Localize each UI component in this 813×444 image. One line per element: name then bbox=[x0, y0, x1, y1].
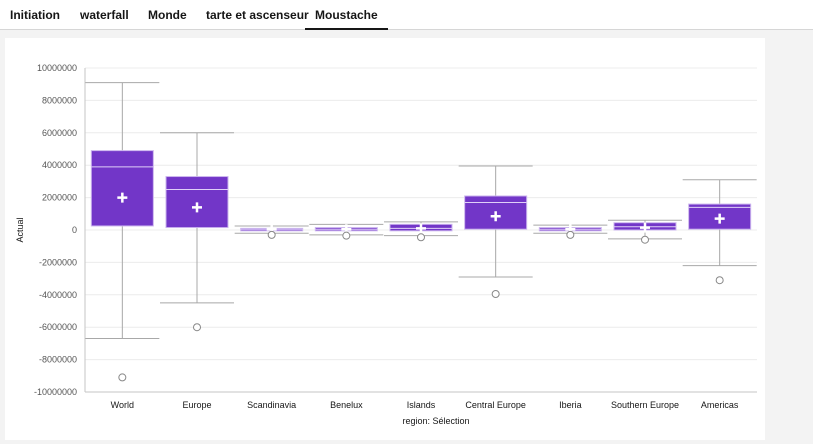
mean-marker bbox=[117, 192, 128, 203]
tab-monde[interactable]: Monde bbox=[148, 8, 187, 22]
y-tick-label: -6000000 bbox=[39, 322, 77, 332]
x-tick-label: Scandinavia bbox=[247, 400, 296, 410]
outlier-point bbox=[641, 235, 649, 244]
x-axis-title: region: Sélection bbox=[402, 416, 469, 426]
y-tick-label: 10000000 bbox=[37, 63, 77, 73]
y-tick-label: 6000000 bbox=[42, 128, 77, 138]
y-tick-label: -8000000 bbox=[39, 355, 77, 365]
outlier-point bbox=[491, 289, 500, 298]
x-tick-label: Central Europe bbox=[465, 400, 526, 410]
y-tick-label: 4000000 bbox=[42, 160, 77, 170]
boxplot-chart: 10000000 8000000 6000000 4000000 2000000 0 -20… bbox=[15, 63, 757, 426]
outlier-point bbox=[566, 230, 575, 239]
y-tick-label: -2000000 bbox=[39, 257, 77, 267]
x-tick-label: Europe bbox=[182, 400, 211, 410]
outlier-point bbox=[118, 373, 127, 382]
tab-waterfall[interactable]: waterfall bbox=[80, 8, 129, 22]
y-tick-label: 8000000 bbox=[42, 95, 77, 105]
outlier-point bbox=[417, 233, 425, 242]
tab-moustache[interactable]: Moustache bbox=[305, 8, 388, 30]
x-tick-label: Iberia bbox=[559, 400, 582, 410]
outlier-point bbox=[267, 230, 276, 239]
mean-marker bbox=[192, 202, 202, 213]
outlier-point bbox=[342, 231, 351, 240]
box-world bbox=[90, 150, 154, 227]
x-tick-label: Benelux bbox=[330, 400, 363, 410]
box-europe bbox=[165, 176, 229, 229]
y-tick-label: -10000000 bbox=[34, 387, 77, 397]
chart-card: 10000000 8000000 6000000 4000000 2000000 0 -20… bbox=[5, 38, 765, 440]
mean-marker bbox=[714, 213, 725, 224]
x-tick-label: World bbox=[111, 400, 134, 410]
mean-marker bbox=[416, 223, 426, 234]
tab-initiation[interactable]: Initiation bbox=[10, 8, 60, 22]
x-tick-label: Americas bbox=[701, 400, 739, 410]
mean-marker bbox=[640, 222, 650, 233]
y-axis-title: Actual bbox=[15, 217, 25, 242]
y-tick-label: -4000000 bbox=[39, 290, 77, 300]
y-tick-label: 0 bbox=[72, 225, 77, 235]
outlier-point bbox=[715, 276, 724, 285]
mean-marker bbox=[490, 211, 501, 222]
tab-bar: Initiation waterfall Monde tarte et asce… bbox=[0, 0, 813, 30]
x-tick-label: Southern Europe bbox=[611, 400, 679, 410]
tab-tarte-et-ascenseur[interactable]: tarte et ascenseur bbox=[206, 8, 309, 22]
x-tick-label: Islands bbox=[407, 400, 436, 410]
y-tick-label: 2000000 bbox=[42, 193, 77, 203]
outlier-point bbox=[193, 323, 201, 332]
